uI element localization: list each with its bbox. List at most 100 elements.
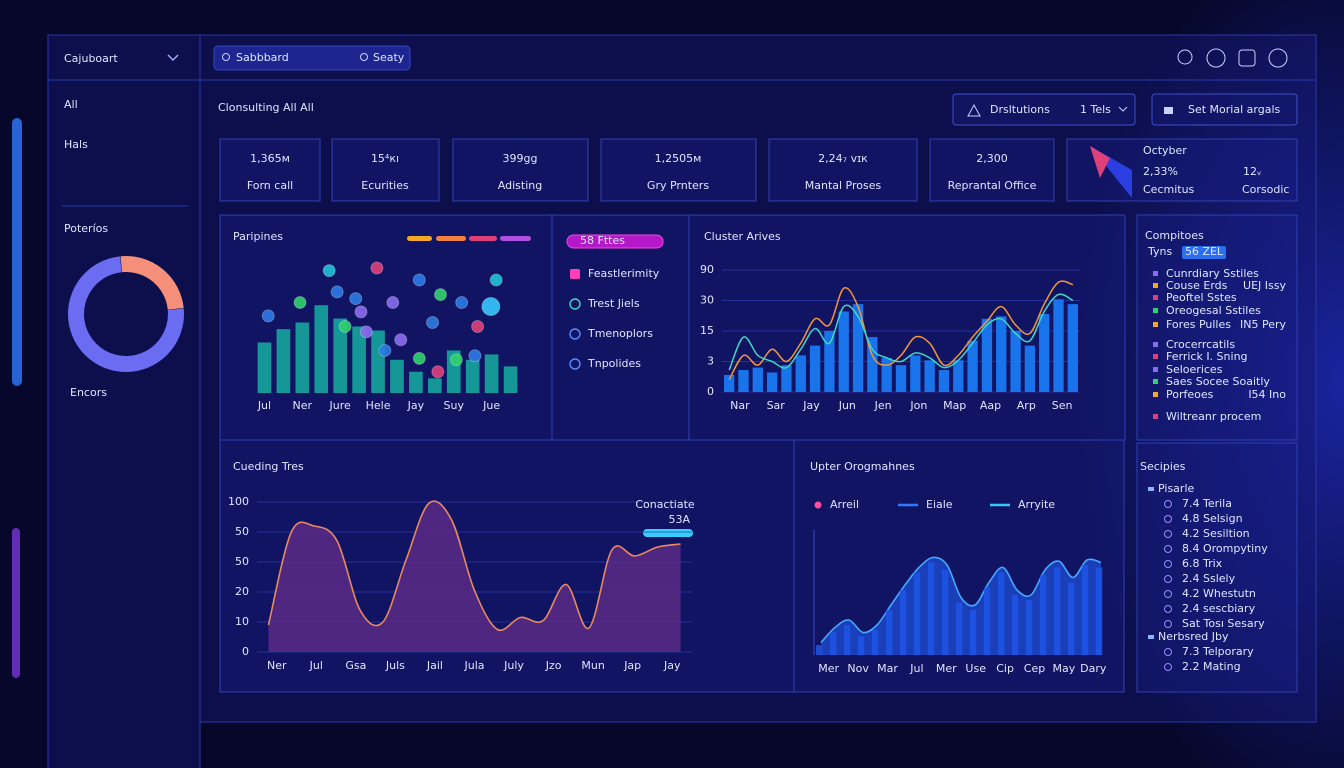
kpi-value: 2,24₇ vɪк xyxy=(818,152,868,165)
bar xyxy=(371,330,385,393)
y-tick-label: 15 xyxy=(700,324,714,337)
list-panel xyxy=(1136,442,1298,693)
bubble xyxy=(481,297,501,317)
item-marker xyxy=(1153,283,1158,288)
item-marker xyxy=(1164,663,1172,671)
list-item[interactable]: 7.3 Telporary xyxy=(1182,645,1254,658)
option-marker[interactable] xyxy=(569,298,581,310)
item-marker xyxy=(1153,342,1158,347)
bar xyxy=(910,355,921,392)
search-box[interactable] xyxy=(213,45,411,71)
search-action[interactable]: Seaty xyxy=(373,51,405,64)
filter-pill-text: 58 Fttes xyxy=(580,234,625,247)
option-marker[interactable] xyxy=(570,269,580,279)
bubble xyxy=(431,365,445,379)
kpi-card xyxy=(452,138,589,202)
list-item[interactable]: 4.2 Sesiltion xyxy=(1182,527,1250,540)
bar xyxy=(967,340,978,392)
option-marker[interactable] xyxy=(569,358,581,370)
option-marker[interactable] xyxy=(569,328,581,340)
kpi-value: 399gg xyxy=(503,152,538,165)
lock-icon xyxy=(1164,107,1173,114)
item-marker xyxy=(1164,605,1172,613)
bar xyxy=(333,318,347,393)
list-item[interactable]: 4.2 Whestutn xyxy=(1182,587,1256,600)
list-item[interactable]: 2.4 sescbiary xyxy=(1182,602,1256,615)
chart-title: Cueding Tres xyxy=(233,460,304,473)
search-icon xyxy=(222,53,230,61)
bar xyxy=(843,625,851,655)
x-tick-label: Jue xyxy=(482,399,500,412)
list-item: Oreogesal Sstiles xyxy=(1166,304,1261,317)
item-marker xyxy=(1153,367,1158,372)
group-marker xyxy=(1148,487,1154,491)
y-tick-label: 90 xyxy=(700,263,714,276)
user-icon[interactable] xyxy=(1177,49,1193,65)
x-tick-label: Jula xyxy=(463,659,484,672)
chart-title: Cluster Arives xyxy=(704,230,781,243)
kpi-label: Gry Prnters xyxy=(647,179,709,192)
calendar-icon[interactable] xyxy=(1238,49,1256,67)
item-marker xyxy=(1153,322,1158,327)
x-tick-label: Jap xyxy=(623,659,641,672)
bar xyxy=(829,632,837,655)
filter-option[interactable]: Trest Jiels xyxy=(587,297,640,310)
kpi-value: 1,2505м xyxy=(655,152,702,165)
bubble xyxy=(293,296,307,310)
kpi-card xyxy=(331,138,440,202)
bar xyxy=(390,359,404,393)
x-tick-label: Jail xyxy=(426,659,443,672)
bar xyxy=(924,360,935,392)
list-item[interactable]: 6.8 Trix xyxy=(1182,557,1223,570)
list-item[interactable]: Sat Tosı Sesary xyxy=(1182,617,1265,630)
chart-title: Paripines xyxy=(233,230,283,243)
list-item[interactable]: 2.4 Sslely xyxy=(1182,572,1236,585)
x-tick-label: Mer xyxy=(818,662,839,675)
kpi-label: Mantal Proses xyxy=(805,179,882,192)
bar xyxy=(1025,600,1033,655)
item-marker xyxy=(1164,530,1172,538)
filter-pill[interactable] xyxy=(566,234,664,249)
help-icon[interactable] xyxy=(1268,48,1288,68)
bubble xyxy=(434,288,447,302)
nav-item[interactable]: All xyxy=(64,98,78,111)
list-item[interactable]: 4.8 Selsign xyxy=(1182,512,1243,525)
settings-icon[interactable] xyxy=(1206,48,1226,68)
item-marker xyxy=(1164,500,1172,508)
y-tick-label: 3 xyxy=(707,355,714,368)
filter-option[interactable]: Feastlerimity xyxy=(588,267,660,280)
list-item[interactable]: 7.4 Terila xyxy=(1182,497,1232,510)
item-marker xyxy=(1164,590,1172,598)
chart-title: Upter Orogmahnes xyxy=(810,460,915,473)
list-item: Wiltreanr procem xyxy=(1166,410,1261,423)
nav-item[interactable]: Poteríos xyxy=(64,222,108,235)
item-marker xyxy=(1164,560,1172,568)
nav-item[interactable]: Hals xyxy=(64,138,88,151)
item-marker xyxy=(1153,308,1158,313)
kpi-value: 15⁴кı xyxy=(371,152,399,165)
filter-option[interactable]: Tmenoplors xyxy=(587,327,653,340)
list-value: IN5 Pery xyxy=(1240,318,1286,331)
x-tick-label: Jzo xyxy=(545,659,562,672)
nav-item[interactable]: Encors xyxy=(70,386,107,399)
badge-text: 56 ZEL xyxy=(1185,245,1224,258)
kpi-card xyxy=(768,138,918,202)
group-label[interactable]: Nerbsred Jby xyxy=(1158,630,1229,643)
kpi-label: Reprantal Office xyxy=(948,179,1037,192)
highlight-shape xyxy=(1090,146,1110,178)
bar xyxy=(352,326,366,393)
annotation-title: Conactiate xyxy=(635,498,695,511)
filter-button[interactable] xyxy=(952,93,1136,126)
bar xyxy=(867,337,878,392)
annotation-value: 53A xyxy=(668,513,690,526)
list-item[interactable]: 8.4 Orompytiny xyxy=(1182,542,1268,555)
x-tick-label: Nov xyxy=(847,662,869,675)
filter-option[interactable]: Tnpolides xyxy=(587,357,641,370)
bar xyxy=(752,367,763,392)
bar xyxy=(852,304,864,392)
group-label[interactable]: Pisarle xyxy=(1158,482,1194,495)
chevron[interactable] xyxy=(167,54,179,61)
action-button[interactable] xyxy=(1151,93,1298,126)
list-item[interactable]: 2.2 Mating xyxy=(1182,660,1241,673)
chart-panel xyxy=(219,214,553,441)
